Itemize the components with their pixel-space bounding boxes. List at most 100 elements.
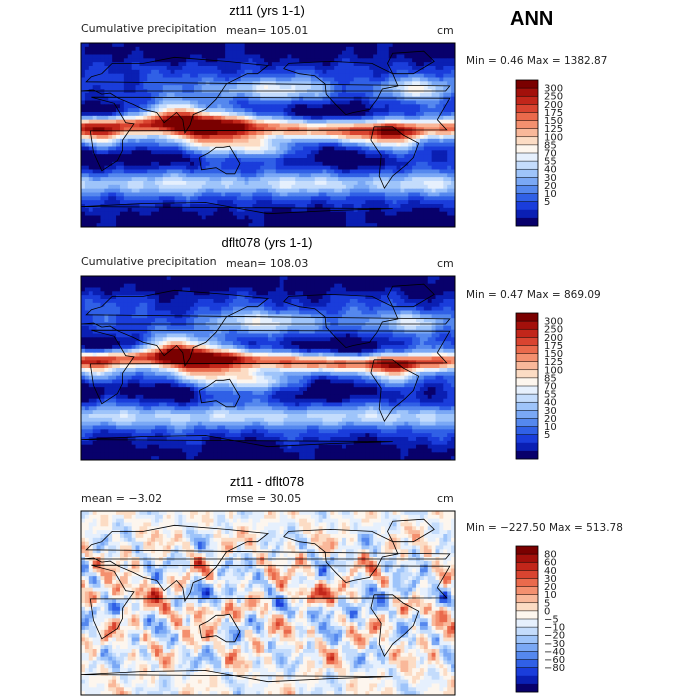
panel-1-colorbar-label: 70 [544, 149, 557, 160]
panel-2-colorbar-label: 10 [544, 422, 557, 433]
panel-3-colorbar-label: 20 [544, 582, 557, 593]
panel-2-colorbar-label: 300 [544, 317, 563, 328]
panel-1-map-coastline [199, 145, 241, 175]
panel-2-map-coastline [80, 289, 451, 368]
panel-1-colorbar-swatch [516, 193, 538, 202]
panel-1-colorbar-swatch [516, 136, 538, 146]
panel-3-colorbar-label: −60 [544, 655, 565, 666]
panel-2-map-frame [80, 275, 456, 461]
panel-3-colorbar-swatch [516, 643, 538, 652]
panel-3-colorbar-swatch [516, 619, 538, 628]
panel-3-colorbar-swatch [516, 659, 538, 668]
panel-1-colorbar-swatch [516, 120, 538, 129]
panel-2-colorbar-swatch [516, 337, 538, 346]
panel-2-colorbar-swatch [516, 410, 538, 419]
panel-2-colorbar-swatch [516, 377, 538, 387]
panel-2-colorbar-swatch [516, 353, 538, 362]
panel-1-colorbar-swatch [516, 201, 538, 211]
panel-1-colorbar-swatch [516, 88, 538, 97]
panel-3-map-coastline [283, 528, 399, 584]
panel-3-mean: mean = −3.02 [81, 492, 163, 505]
panel-1-colorbar-label: 40 [544, 165, 557, 176]
panel-2-colorbar-label: 85 [544, 373, 557, 384]
panel-3-colorbar-label: 30 [544, 574, 557, 585]
panel-1-colorbar-swatch [516, 128, 538, 138]
panel-2-map-coastline [80, 435, 393, 448]
panel-2-colorbar-swatch [516, 313, 538, 322]
panel-1-colorbar-label: 250 [544, 92, 563, 103]
panel-2-colorbar-swatch [516, 321, 538, 330]
panel-1-colorbar-label: 175 [544, 108, 563, 119]
panel-1-map-coastline [283, 60, 399, 116]
panel-3-colorbar-swatch [516, 610, 538, 620]
panel-2-colorbar-swatch [516, 329, 538, 338]
panel-2-colorbar-label: 30 [544, 406, 557, 417]
panel-1-colorbar-label: 55 [544, 157, 557, 168]
panel-3-colorbar-swatch [516, 675, 538, 685]
panel-2-colorbar-swatch [516, 434, 538, 444]
panel-3-colorbar-swatch [516, 627, 538, 636]
panel-2-map-coastline [283, 293, 399, 349]
panel-3-colorbar-swatch [516, 667, 538, 677]
panel-2-colorbar-swatch [516, 369, 538, 379]
panel-3-map-coastline [370, 594, 420, 658]
panel-3-colorbar-label: 80 [544, 550, 557, 561]
panel-1-colorbar-label: 5 [544, 197, 550, 208]
panel-2-colorbar-swatch [516, 426, 538, 435]
panel-2-map-coastline [89, 329, 451, 405]
panel-1-colorbar-swatch [516, 217, 538, 227]
panel-2-colorbar-swatch [516, 402, 538, 411]
panel-3-colorbar-label: −40 [544, 647, 565, 658]
panel-1-colorbar-label: 125 [544, 124, 563, 135]
panel-2-colorbar-swatch [516, 345, 538, 354]
panel-1-colorbar-label: 10 [544, 189, 557, 200]
panel-2-colorbar-swatch [516, 442, 538, 452]
panel-1-map-coastline [89, 96, 451, 172]
panel-3-map-coastline [80, 670, 393, 683]
panel-1-subtitle: Cumulative precipitation [81, 22, 217, 35]
panel-2-colorbar-label: 150 [544, 349, 563, 360]
panel-3-colorbar-swatch [516, 578, 538, 587]
panel-2-colorbar-swatch [516, 450, 538, 460]
panel-3-colorbar-swatch [516, 546, 538, 555]
panel-2-minmax: Min = 0.47 Max = 869.09 [466, 289, 601, 301]
panel-1-colorbar-label: 100 [544, 132, 563, 143]
panel-1-map-coastline [80, 56, 451, 135]
panel-1-colorbar-swatch [516, 161, 538, 170]
panel-3-map [80, 510, 456, 696]
panel-1-map-coastline [370, 126, 420, 190]
panel-1-map-coastline [387, 50, 435, 75]
panel-1-colorbar-swatch [516, 96, 538, 105]
panel-1-colorbar-swatch [516, 104, 538, 113]
panel-2-map-coastline [199, 378, 241, 408]
panel-2-subtitle: Cumulative precipitation [81, 255, 217, 268]
panel-2-colorbar-label: 5 [544, 430, 550, 441]
panel-3-colorbar-label: −10 [544, 623, 565, 634]
panel-3-map-field [81, 511, 456, 696]
panel-1-map-frame [80, 42, 456, 228]
panel-2-colorbar-swatch [516, 394, 538, 403]
panel-3-colorbar-label: −20 [544, 631, 565, 642]
panel-3-map-coastline [80, 524, 451, 603]
panel-3-colorbar-swatch [516, 602, 538, 612]
panel-2-colorbar-label: 250 [544, 325, 563, 336]
panel-3-colorbar-swatch [516, 570, 538, 579]
panel-3-colorbar-label: 0 [544, 606, 550, 617]
panel-2-colorbar-label: 55 [544, 390, 557, 401]
panel-3-colorbar-label: −80 [544, 663, 565, 674]
panel-3-colorbar-swatch [516, 635, 538, 644]
panel-3-colorbar-swatch [516, 554, 538, 563]
panel-3-map-coastline [199, 613, 241, 643]
panel-1-map-coastline [80, 202, 393, 215]
panel-3-colorbar-label: 10 [544, 590, 557, 601]
panel-3-colorbar-label: 40 [544, 566, 557, 577]
panel-1-colorbar-label: 300 [544, 84, 563, 95]
panel-1-colorbar-swatch [516, 209, 538, 219]
panel-2-colorbar-label: 100 [544, 365, 563, 376]
panel-1-mean: mean= 105.01 [226, 24, 309, 37]
panel-3-colorbar-swatch [516, 562, 538, 571]
panel-3-colorbar-swatch [516, 586, 538, 595]
panel-1-colorbar-label: 85 [544, 140, 557, 151]
